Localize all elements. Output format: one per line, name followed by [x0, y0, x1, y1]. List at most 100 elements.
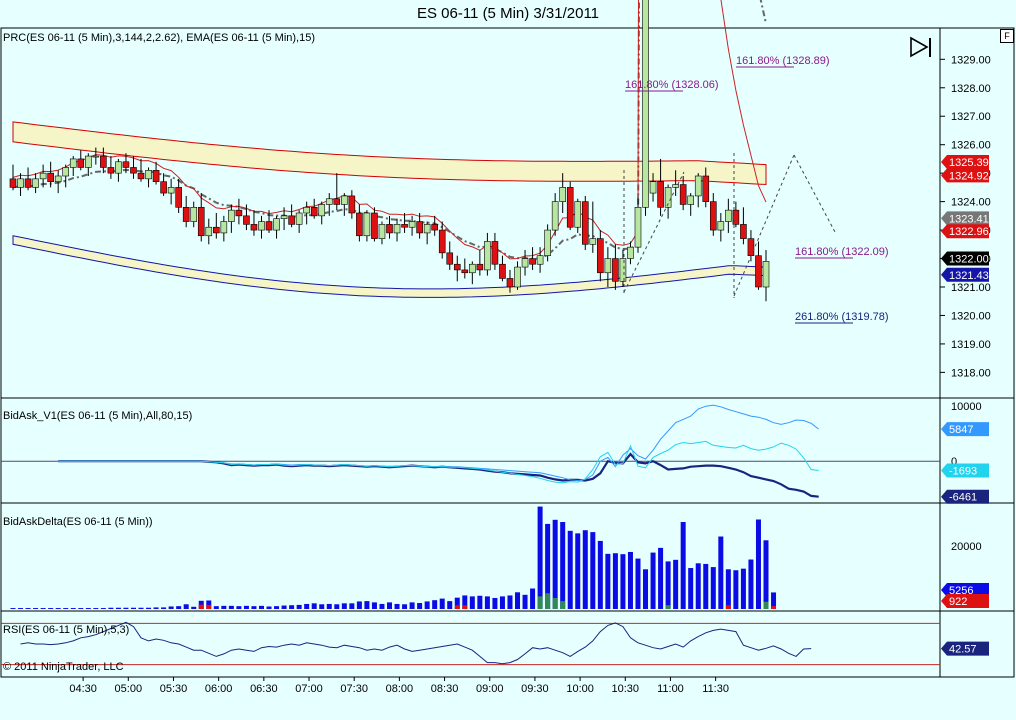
delta-bar: [266, 606, 272, 609]
delta-bar: [718, 536, 724, 609]
delta-bar-red: [206, 604, 212, 609]
delta-bar: [710, 567, 716, 609]
price-flag-marker: [941, 267, 989, 282]
delta-panel-label: BidAskDelta(ES 06-11 (5 Min)): [3, 516, 153, 528]
delta-bar: [394, 603, 400, 609]
candle-up: [145, 170, 152, 180]
delta-bar: [462, 595, 468, 609]
price-bands: [12, 121, 767, 298]
candle-up: [694, 175, 702, 197]
bidask-panel-label: BidAsk_V1(ES 06-11 (5 Min),All,80,15): [3, 410, 193, 422]
playback-icon[interactable]: [910, 36, 931, 58]
delta-bar-green: [763, 601, 769, 609]
time-axis-tick-label: 06:00: [205, 683, 233, 695]
candle-down: [265, 221, 273, 231]
time-axis-tick-label: 05:00: [115, 683, 143, 695]
candle-up: [687, 195, 695, 205]
candle-up: [205, 226, 213, 237]
delta-bar: [243, 605, 249, 609]
candle-up: [325, 198, 333, 205]
bidask-value-flag: 5847: [941, 422, 989, 437]
delta-bar: [153, 607, 159, 609]
delta-bar: [78, 608, 84, 609]
delta-bar: [183, 604, 189, 609]
candle-up: [484, 241, 491, 271]
time-axis-tick-label: 10:30: [612, 683, 640, 695]
candle-down: [47, 172, 54, 182]
price-flag-text: 1322.96: [949, 226, 989, 238]
price-flag-marker: [941, 224, 989, 239]
candle-down: [597, 238, 604, 274]
delta-bar: [130, 607, 136, 609]
delta-bar: [206, 600, 212, 609]
candle-up: [634, 207, 642, 248]
candle-down: [679, 184, 687, 205]
candle-up: [725, 209, 732, 222]
candle-down: [732, 209, 740, 225]
delta-bar: [673, 559, 679, 609]
delta-bar: [409, 602, 415, 609]
delta-bar-red: [454, 605, 460, 609]
candle-up: [672, 184, 679, 188]
delta-bar: [289, 605, 295, 609]
candle-down: [506, 278, 514, 288]
fit-toggle-box[interactable]: F: [1000, 29, 1014, 43]
candle-down: [612, 258, 619, 282]
candle-down: [243, 215, 250, 225]
delta-bar: [191, 606, 197, 609]
delta-bar: [25, 608, 31, 609]
rsi-line: [20, 621, 812, 665]
delta-bar-green: [545, 593, 551, 609]
price-flag-text: 1325.39: [949, 157, 989, 169]
delta-bar: [515, 592, 521, 609]
delta-bar: [627, 551, 633, 609]
delta-bar: [703, 563, 709, 609]
candle-down: [175, 187, 182, 208]
candle-up: [295, 212, 303, 225]
candle-up: [280, 215, 288, 219]
candle-up: [167, 187, 175, 194]
delta-bar: [379, 603, 385, 609]
delta-bar: [545, 523, 551, 609]
candle-up: [762, 261, 770, 288]
delta-bar: [40, 608, 46, 609]
candle-up: [220, 221, 228, 234]
bidask-value-flag-marker: [941, 422, 989, 437]
price-axis-tick-label: 1326.00: [951, 140, 991, 152]
delta-bar: [439, 598, 445, 609]
time-axis-tick-label: 09:30: [521, 683, 549, 695]
candle-down: [755, 255, 762, 288]
candle-up: [69, 158, 77, 168]
candle-down: [416, 221, 423, 234]
candle-up: [619, 258, 627, 282]
delta-value-flag-marker: [941, 594, 989, 608]
candle-down: [709, 201, 717, 231]
candle-up: [551, 201, 559, 231]
delta-value-flag-text: 922: [949, 596, 967, 608]
delta-bar: [665, 561, 671, 609]
time-axis-tick-label: 08:00: [386, 683, 414, 695]
candle-up: [423, 224, 431, 234]
delta-bar: [733, 570, 739, 609]
delta-bar: [349, 603, 355, 609]
candle-up: [393, 224, 401, 234]
delta-bar: [552, 519, 558, 609]
delta-bar: [492, 597, 498, 609]
price-flag-text: 1321.43: [949, 270, 989, 282]
delta-bar: [228, 605, 234, 609]
candle-down: [529, 258, 536, 265]
candle-down: [235, 209, 243, 217]
delta-value-flag: 922: [941, 594, 989, 608]
delta-bar: [100, 608, 106, 609]
fib-level-label: 161.80% (1328.89): [736, 55, 830, 67]
delta-bar: [251, 606, 257, 609]
delta-bar: [643, 569, 649, 609]
candle-down: [137, 172, 145, 180]
candle-down: [476, 263, 484, 271]
delta-bar: [402, 604, 408, 609]
fib-level-label: 161.80% (1328.06): [625, 79, 719, 91]
delta-bar-green: [537, 596, 543, 609]
delta-bar: [620, 554, 626, 609]
delta-bar-green: [560, 601, 566, 609]
